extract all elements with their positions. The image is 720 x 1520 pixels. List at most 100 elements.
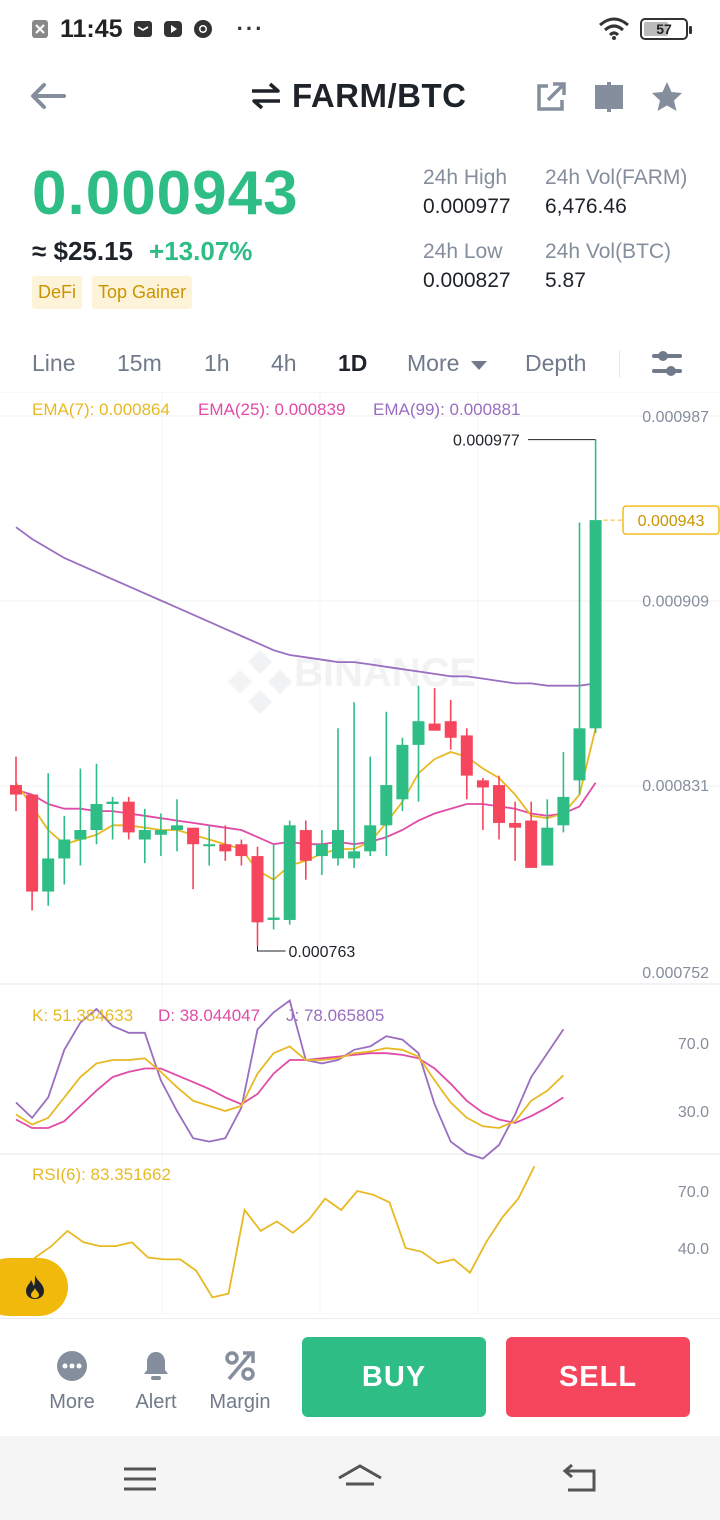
status-left: 11:45 ··· <box>30 14 265 44</box>
candle-body <box>493 785 505 823</box>
more-dots-icon: ··· <box>236 16 265 41</box>
candle-body <box>589 520 602 729</box>
candle-body <box>412 721 425 745</box>
pair-selector[interactable]: FARM/BTC <box>250 76 466 116</box>
stat-vol-quote: 24h Vol(BTC) 5.87 <box>545 240 671 293</box>
kdj-tick-label: 70.0 <box>678 1036 709 1053</box>
price-tick-label: 0.000831 <box>642 778 709 795</box>
star-icon[interactable] <box>650 80 684 114</box>
candle-body <box>283 825 296 920</box>
back-icon[interactable] <box>560 1462 600 1496</box>
stat-high-value: 0.000977 <box>423 195 511 218</box>
stat-vol-quote-label: 24h Vol(BTC) <box>545 240 672 263</box>
status-time: 11:45 <box>60 14 123 43</box>
candle-body <box>444 721 457 738</box>
tab-depth[interactable]: Depth <box>525 350 587 376</box>
fire-icon <box>26 1275 44 1299</box>
candle-body <box>106 801 119 805</box>
chrome-icon <box>193 20 212 38</box>
stat-vol-base: 24h Vol(FARM) 6,476.46 <box>545 166 687 219</box>
kdj-d-label: D: 38.044047 <box>158 1006 261 1025</box>
y-axis: 0.000987 0.000909 0.000831 0.000752 70.0 30.0… <box>642 409 709 1258</box>
home-icon[interactable] <box>336 1462 384 1496</box>
price-sub: ≈ $25.15 +13.07% <box>32 236 252 267</box>
chart-grid <box>0 392 720 1314</box>
hot-button[interactable] <box>0 1258 68 1316</box>
rsi-line <box>2 1165 536 1299</box>
stat-low-value: 0.000827 <box>423 269 511 292</box>
kdj-d-line <box>15 1052 564 1129</box>
candle-body <box>428 723 441 731</box>
margin-action[interactable]: Margin <box>200 1349 280 1414</box>
candle-body <box>460 735 473 776</box>
swap-icon <box>252 82 280 110</box>
interval-tabs: Line 15m 1h 4h 1D More Depth <box>0 340 720 390</box>
header: FARM/BTC <box>0 62 720 132</box>
ema99-label: EMA(99): 0.000881 <box>373 400 521 419</box>
book-icon[interactable] <box>592 80 626 114</box>
ema99-line <box>15 526 596 687</box>
ema7-label: EMA(7): 0.000864 <box>32 400 170 419</box>
candle-body <box>42 858 55 892</box>
battery-level: 57 <box>656 21 672 37</box>
low-marker-label: 0.000763 <box>289 944 356 961</box>
tab-1h[interactable]: 1h <box>204 350 230 376</box>
candle-body <box>541 827 554 866</box>
alert-label: Alert <box>135 1391 177 1413</box>
candle-body <box>122 801 135 833</box>
buy-button[interactable]: BUY <box>302 1337 486 1417</box>
candle-body <box>251 856 264 923</box>
wifi-icon <box>599 17 629 40</box>
candle-body <box>203 844 216 847</box>
sell-button[interactable]: SELL <box>506 1337 690 1417</box>
mail-icon <box>133 21 152 37</box>
margin-label: Margin <box>209 1391 271 1413</box>
tags: DeFi Top Gainer <box>32 276 193 309</box>
candle-body <box>171 825 183 831</box>
more-icon <box>57 1351 87 1381</box>
more-action[interactable]: More <box>32 1349 112 1414</box>
candle-body <box>10 785 22 795</box>
price-tick-label: 0.000987 <box>642 409 709 426</box>
candle-body <box>573 728 586 781</box>
stat-vol-base-label: 24h Vol(FARM) <box>545 166 688 189</box>
back-arrow-icon[interactable] <box>28 78 68 114</box>
last-price: 0.000943 <box>32 159 299 228</box>
kdj-j-line <box>15 998 565 1160</box>
candle-body <box>332 830 344 859</box>
candle-body <box>26 794 39 892</box>
menu-icon[interactable] <box>120 1462 160 1496</box>
candle-body <box>509 822 522 828</box>
alert-action[interactable]: Alert <box>116 1349 196 1414</box>
price-chart[interactable]: BINANCE 0.000977 0.000763 0.000943 0.00098… <box>0 392 720 1314</box>
status-bar: 11:45 ··· 57 <box>0 0 720 58</box>
kdj-j-label: J: 78.065805 <box>286 1006 385 1025</box>
tab-4h[interactable]: 4h <box>271 350 297 376</box>
candle-body <box>299 830 312 861</box>
candle-body <box>74 830 87 840</box>
candle-body <box>348 851 361 859</box>
tab-15m[interactable]: 15m <box>117 350 162 376</box>
tag-defi[interactable]: DeFi <box>32 276 83 309</box>
binance-watermark: BINANCE <box>228 650 476 714</box>
price-tick-label: 0.000909 <box>642 594 709 611</box>
candle-body <box>58 839 71 859</box>
current-price-box <box>622 505 720 535</box>
tab-line[interactable]: Line <box>32 350 76 376</box>
chart-settings-icon[interactable] <box>650 348 684 380</box>
tab-1d[interactable]: 1D <box>338 350 368 376</box>
stat-low: 24h Low 0.000827 <box>423 240 511 293</box>
kdj-k-label: K: 51.384633 <box>32 1006 134 1025</box>
status-right: 57 <box>598 14 692 44</box>
candle-body <box>90 804 103 831</box>
candle-body <box>525 820 538 868</box>
share-icon[interactable] <box>534 80 568 114</box>
rsi-tick-label: 70.0 <box>678 1184 709 1201</box>
rsi-label: RSI(6): 83.351662 <box>32 1165 171 1184</box>
candle-body <box>476 780 489 788</box>
tab-more[interactable]: More <box>407 350 488 377</box>
kdj-k-line <box>15 1045 565 1129</box>
tag-top-gainer[interactable]: Top Gainer <box>92 276 193 309</box>
candle-body <box>219 844 232 852</box>
candle-body <box>396 744 409 800</box>
